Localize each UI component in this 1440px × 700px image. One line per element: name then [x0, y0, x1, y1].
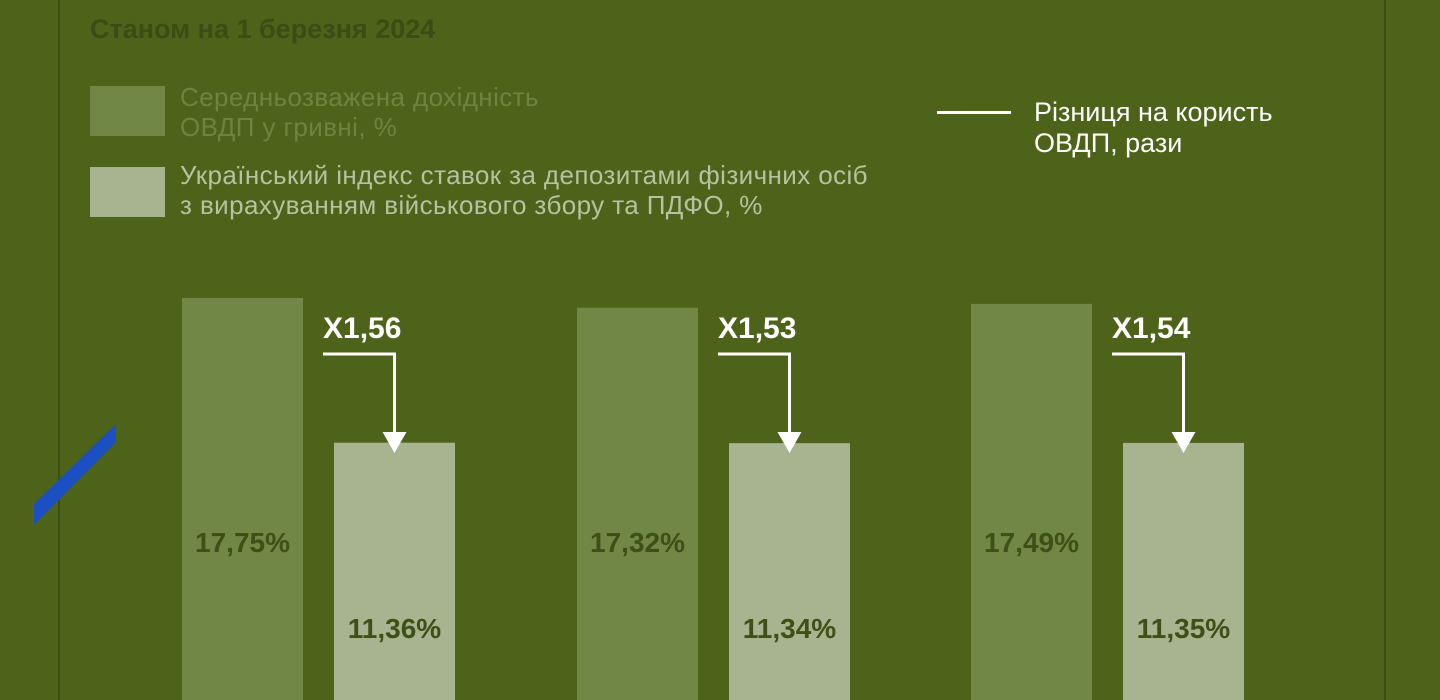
legend-swatch-series2	[90, 167, 165, 217]
bar-series2-1	[334, 442, 455, 700]
legend-label-series1: Середньозважена дохідність ОВДП у гривні…	[180, 82, 539, 142]
ratio-arrow-head-2	[777, 432, 802, 453]
bar-label-series2-2: 11,34%	[743, 613, 837, 644]
ratio-label-2: X1,53	[718, 312, 796, 345]
blue-stripe-decoration	[34, 424, 116, 525]
frame-line-right	[1384, 0, 1386, 700]
bar-label-series1-2: 17,32%	[590, 527, 685, 558]
legend-label-difference: Різниця на користь ОВДП, рази	[1034, 97, 1273, 159]
bar-series2-3	[1123, 442, 1244, 700]
bar-label-series1-3: 17,49%	[984, 527, 1079, 558]
ratio-arrow-head-3	[1171, 432, 1196, 453]
ratio-arrow-line-2	[718, 352, 791, 432]
legend-label-difference-line1: Різниця на користь	[1034, 97, 1273, 127]
subtitle: Станом на 1 березня 2024	[90, 14, 436, 44]
bar-label-series1-1: 17,75%	[195, 527, 290, 558]
legend-swatch-series1	[90, 86, 165, 136]
ratio-arrow-head-1	[382, 432, 407, 453]
bar-label-series2-3: 11,35%	[1137, 613, 1231, 644]
ratio-arrow-line-1	[323, 352, 396, 432]
ratio-label-1: X1,56	[323, 312, 401, 345]
bar-series1-3	[971, 303, 1092, 700]
legend-label-difference-line2: ОВДП, рази	[1034, 128, 1183, 158]
legend-label-series2: Український індекс ставок за депозитами …	[180, 160, 868, 220]
legend-label-series1-line1: Середньозважена дохідність	[180, 82, 539, 112]
bar-label-series2-1: 11,36%	[348, 613, 442, 644]
ratio-arrow-line-3	[1112, 352, 1185, 432]
bar-series2-2	[729, 443, 850, 700]
bar-series1-1	[182, 297, 303, 700]
legend-difference-line	[937, 111, 1011, 114]
ratio-label-3: X1,54	[1112, 312, 1191, 345]
bar-series1-2	[577, 307, 698, 700]
frame-line-left	[58, 0, 60, 700]
legend-label-series2-line1: Український індекс ставок за депозитами …	[180, 160, 868, 190]
legend-label-series1-line2: ОВДП у гривні, %	[180, 112, 398, 142]
legend-label-series2-line2: з вирахуванням військового збору та ПДФО…	[180, 190, 763, 220]
